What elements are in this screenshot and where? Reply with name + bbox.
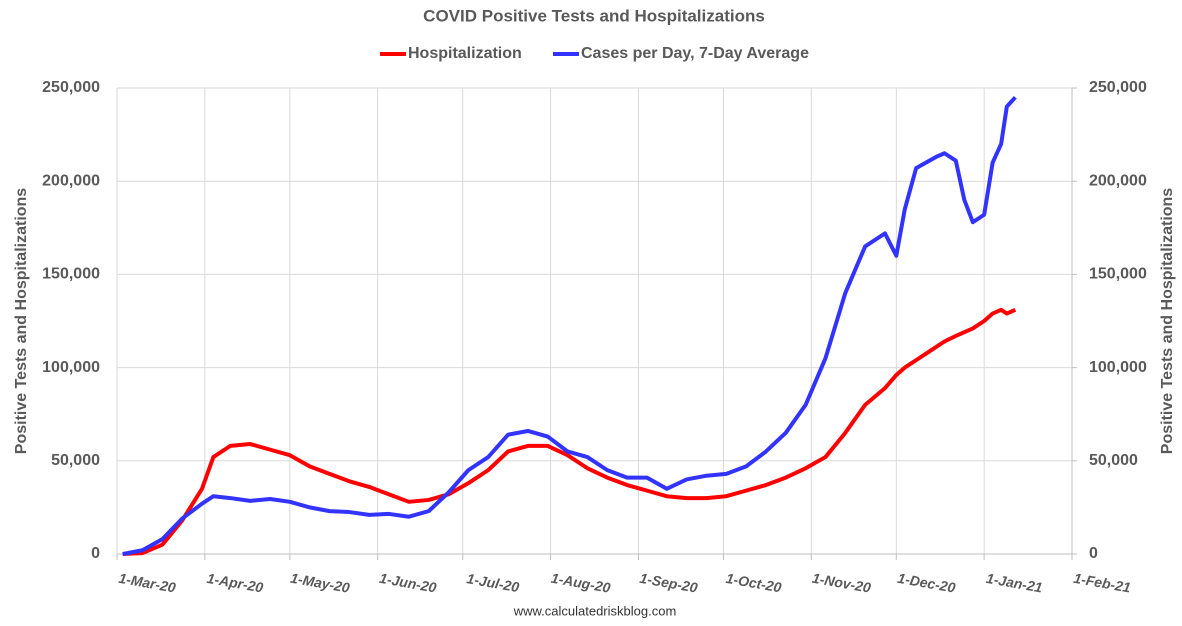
y-tick-label: 50,000	[51, 452, 100, 469]
x-tick-label: 1-Jan-21	[985, 570, 1044, 596]
y2-tick-label: 50,000	[1089, 452, 1138, 469]
y2-tick-label: 0	[1089, 545, 1098, 562]
y2-tick-label: 200,000	[1089, 172, 1147, 189]
legend-label: Hospitalization	[408, 45, 522, 62]
y-tick-label: 0	[91, 545, 100, 562]
x-tick-label: 1-Feb-21	[1072, 570, 1132, 596]
x-tick-label: 1-Jun-20	[378, 570, 438, 596]
chart-title: COVID Positive Tests and Hospitalization…	[423, 6, 765, 25]
x-tick-label: 1-Jul-20	[466, 570, 521, 595]
source: www.calculatedriskblog.com	[513, 603, 677, 618]
x-tick-label: 1-Dec-20	[896, 570, 956, 596]
x-tick-label: 1-Aug-20	[550, 570, 612, 596]
legend-label: Cases per Day, 7-Day Average	[581, 45, 809, 62]
x-tick-label: 1-Mar-20	[117, 570, 177, 596]
y-tick-label: 250,000	[42, 79, 100, 96]
x-tick-label: 1-Oct-20	[725, 570, 783, 596]
y2-tick-label: 250,000	[1089, 79, 1147, 96]
series-line	[122, 307, 1017, 556]
x-tick-label: 1-Apr-20	[206, 570, 265, 596]
x-tick-label: 1-Sep-20	[639, 570, 699, 596]
x-tick-label: 1-Nov-20	[811, 570, 872, 596]
y-tick-label: 200,000	[42, 172, 100, 189]
y2-tick-label: 150,000	[1089, 266, 1147, 283]
series-line	[122, 95, 1017, 556]
x-tick-label: 1-May-20	[289, 570, 351, 596]
y2-axis-label: Positive Tests and Hospitalizations	[1159, 188, 1176, 455]
y-axis-label: Positive Tests and Hospitalizations	[13, 188, 30, 455]
y-tick-label: 100,000	[42, 359, 100, 376]
y2-tick-label: 100,000	[1089, 359, 1147, 376]
y-tick-label: 150,000	[42, 266, 100, 283]
